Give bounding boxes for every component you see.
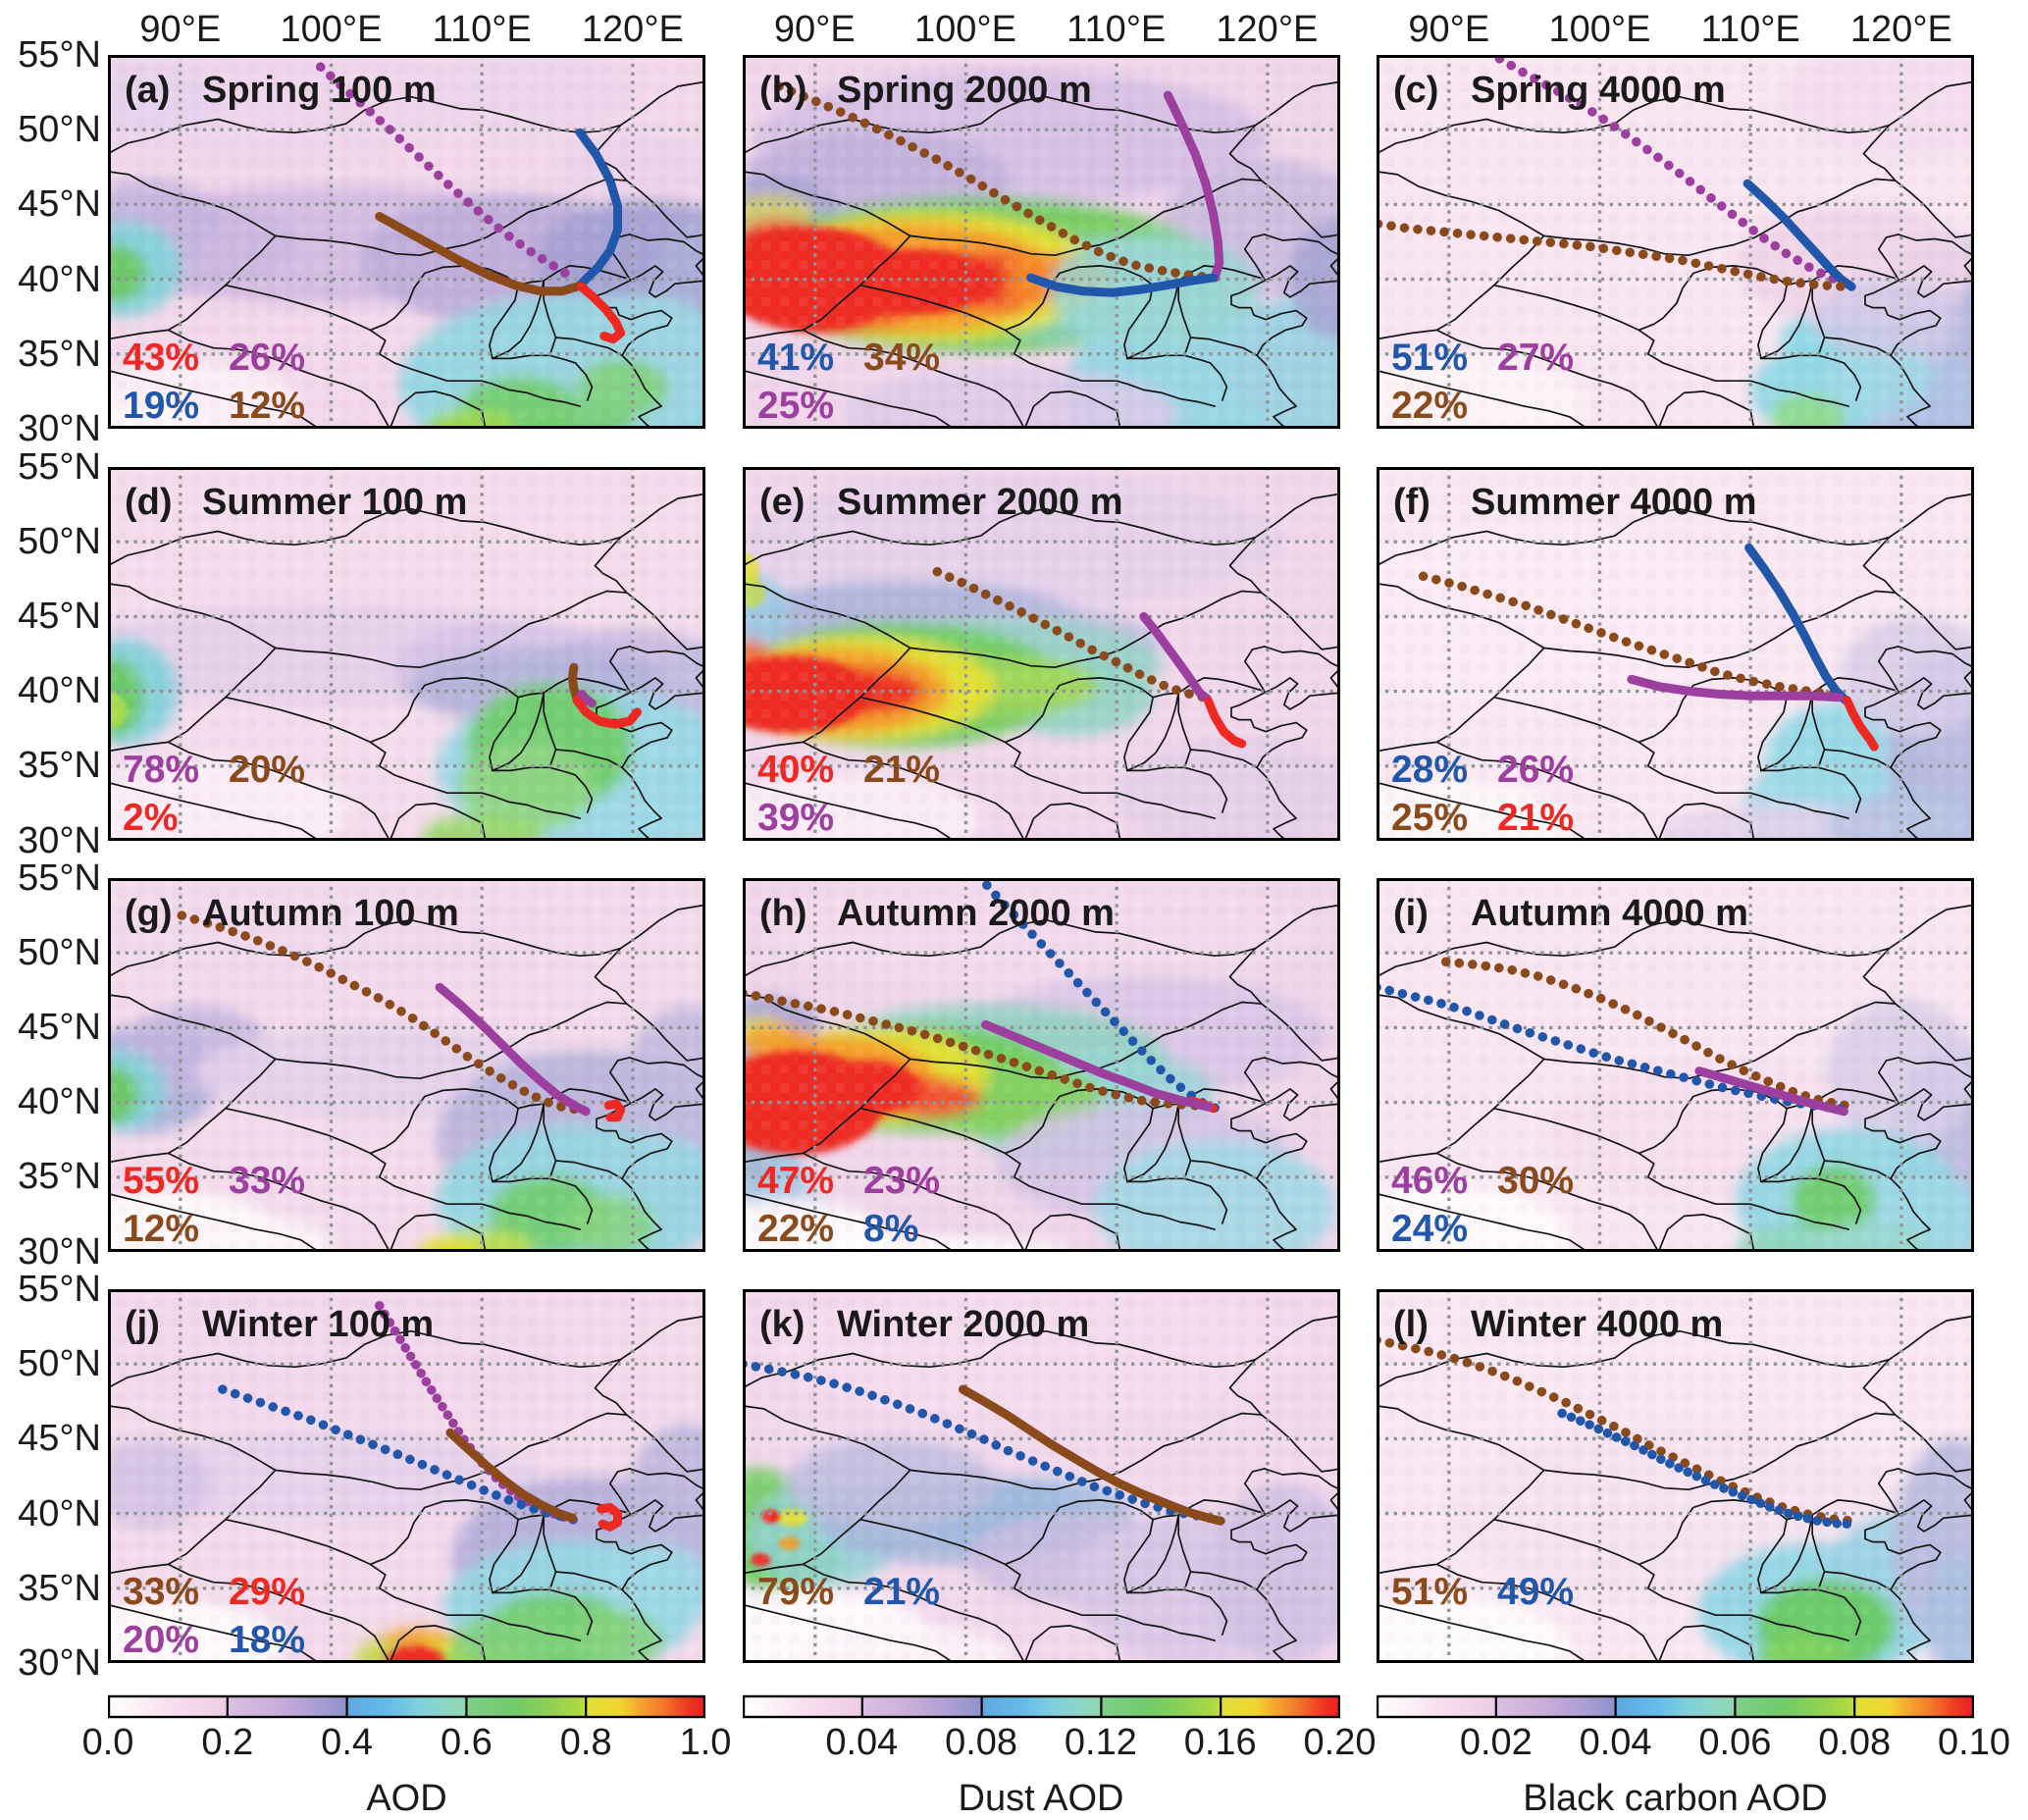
svg-text:47%: 47%	[757, 1160, 834, 1202]
svg-text:(j): (j)	[125, 1304, 160, 1345]
svg-text:Autumn 4000 m: Autumn 4000 m	[1471, 893, 1748, 934]
svg-text:22%: 22%	[757, 1208, 834, 1250]
svg-text:Summer 2000 m: Summer 2000 m	[837, 482, 1123, 523]
svg-text:22%: 22%	[1391, 385, 1468, 427]
svg-text:21%: 21%	[863, 1571, 940, 1613]
svg-text:40%: 40%	[757, 749, 834, 791]
svg-text:20%: 20%	[229, 749, 305, 791]
svg-text:Autumn 100 m: Autumn 100 m	[202, 893, 459, 934]
svg-text:23%: 23%	[863, 1160, 940, 1202]
svg-text:33%: 33%	[123, 1571, 199, 1613]
svg-text:28%: 28%	[1391, 749, 1468, 791]
svg-text:51%: 51%	[1391, 1571, 1468, 1613]
svg-text:25%: 25%	[1391, 797, 1468, 839]
svg-text:43%: 43%	[123, 337, 199, 379]
svg-text:Spring 4000 m: Spring 4000 m	[1471, 70, 1726, 111]
svg-text:55%: 55%	[123, 1160, 199, 1202]
svg-text:39%: 39%	[757, 797, 834, 839]
svg-text:20%: 20%	[123, 1619, 199, 1661]
svg-text:(d): (d)	[125, 482, 173, 523]
svg-text:41%: 41%	[757, 337, 834, 379]
svg-text:34%: 34%	[863, 337, 940, 379]
svg-text:12%: 12%	[229, 385, 305, 427]
svg-text:Spring 100 m: Spring 100 m	[202, 70, 437, 111]
svg-text:30%: 30%	[1497, 1160, 1574, 1202]
svg-text:25%: 25%	[757, 385, 834, 427]
svg-text:(e): (e)	[759, 482, 805, 523]
svg-text:Summer 100 m: Summer 100 m	[202, 482, 467, 523]
svg-text:26%: 26%	[229, 337, 305, 379]
svg-text:Winter 4000 m: Winter 4000 m	[1471, 1304, 1723, 1345]
svg-text:21%: 21%	[1497, 797, 1574, 839]
svg-text:(i): (i)	[1393, 893, 1429, 934]
svg-text:33%: 33%	[229, 1160, 305, 1202]
svg-text:46%: 46%	[1391, 1160, 1468, 1202]
svg-text:12%: 12%	[123, 1208, 199, 1250]
svg-text:24%: 24%	[1391, 1208, 1468, 1250]
svg-text:8%: 8%	[863, 1208, 918, 1250]
svg-text:79%: 79%	[757, 1571, 834, 1613]
svg-text:Winter 100 m: Winter 100 m	[202, 1304, 434, 1345]
svg-text:(k): (k)	[759, 1304, 805, 1345]
svg-text:19%: 19%	[123, 385, 199, 427]
svg-text:(h): (h)	[759, 893, 807, 934]
svg-text:27%: 27%	[1497, 337, 1574, 379]
svg-text:18%: 18%	[229, 1619, 305, 1661]
svg-text:78%: 78%	[123, 749, 199, 791]
svg-text:(f): (f)	[1393, 482, 1430, 523]
svg-text:(g): (g)	[125, 893, 173, 934]
svg-text:(l): (l)	[1393, 1304, 1429, 1345]
svg-text:(c): (c)	[1393, 70, 1438, 111]
svg-text:26%: 26%	[1497, 749, 1574, 791]
svg-text:21%: 21%	[863, 749, 940, 791]
svg-text:Autumn 2000 m: Autumn 2000 m	[837, 893, 1115, 934]
svg-text:Spring 2000 m: Spring 2000 m	[837, 70, 1092, 111]
svg-text:29%: 29%	[229, 1571, 305, 1613]
svg-text:Winter 2000 m: Winter 2000 m	[837, 1304, 1089, 1345]
svg-text:49%: 49%	[1497, 1571, 1574, 1613]
svg-text:51%: 51%	[1391, 337, 1468, 379]
svg-text:2%: 2%	[123, 797, 178, 839]
svg-text:Summer 4000 m: Summer 4000 m	[1471, 482, 1757, 523]
svg-text:(a): (a)	[125, 70, 170, 111]
svg-text:(b): (b)	[759, 70, 807, 111]
